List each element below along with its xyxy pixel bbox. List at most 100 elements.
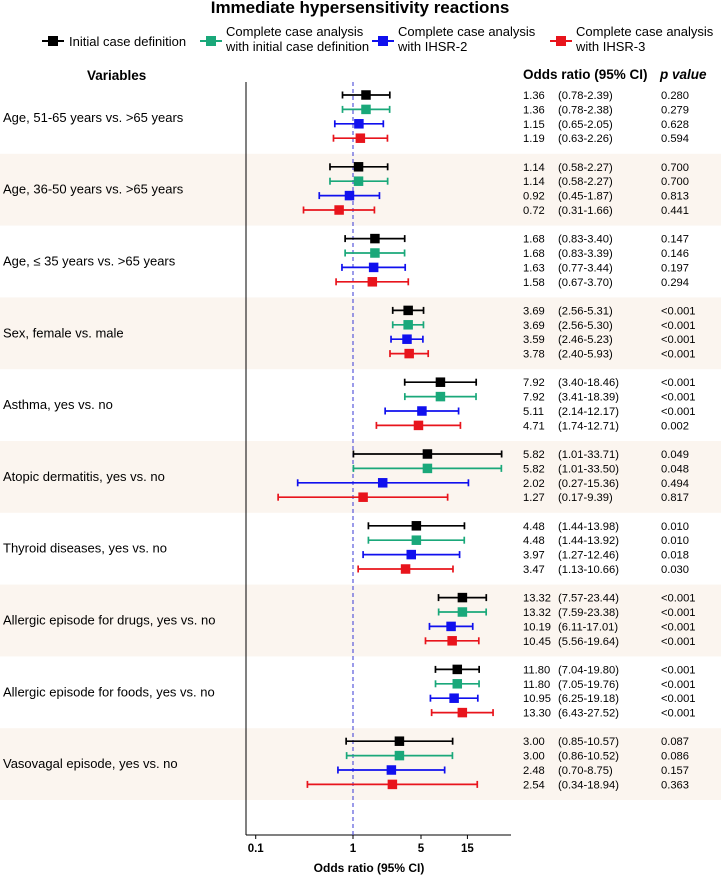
odds-ratio-value: 11.80 [523,679,550,691]
ci-value: (0.77-3.44) [558,262,613,274]
p-value: 0.157 [661,765,689,777]
legend-label: Complete case analysis with initial case … [225,24,369,54]
p-value: <0.001 [661,664,696,676]
ci-value: (0.85-10.57) [558,736,619,748]
variable-label: Sex, female vs. male [3,325,124,340]
p-value: 0.146 [661,248,689,260]
odds-ratio-value: 1.14 [523,162,545,174]
odds-ratio-value: 1.68 [523,234,545,246]
x-tick-label: 15 [461,843,474,855]
point-estimate [457,607,468,617]
forest-row: 5.11 (2.14-12.17) <0.001 [384,406,696,418]
forest-row: 3.78 (2.40-5.93) <0.001 [389,348,696,361]
legend-marker [556,36,566,46]
odds-ratio-value: 1.68 [523,248,545,260]
point-estimate [422,463,433,474]
p-value: <0.001 [661,593,696,605]
point-estimate [411,521,422,531]
ci-value: (1.01-33.50) [558,463,619,475]
point-estimate [358,492,368,502]
p-value: <0.001 [661,679,696,691]
ci-value: (3.40-18.46) [558,377,619,389]
p-value: 0.049 [661,449,689,461]
odds-ratio-value: 1.58 [523,277,545,289]
p-value: 0.048 [661,463,689,475]
forest-row: 1.15 (0.65-2.05) 0.628 [333,119,689,131]
forest-row: 1.58 (0.67-3.70) 0.294 [335,277,689,289]
p-value: 0.700 [661,176,689,188]
legend: Initial case definition Complete case ana… [42,24,714,54]
odds-ratio-value: 3.78 [523,349,545,361]
p-value: 0.147 [661,234,689,246]
p-value: 0.197 [661,262,689,274]
odds-ratio-value: 13.32 [523,607,551,619]
forest-row: 11.80 (7.04-19.80) <0.001 [434,664,696,676]
point-estimate [387,779,398,790]
forest-row: 1.19 (0.63-2.26) 0.594 [332,133,689,145]
forest-row: 7.92 (3.41-18.39) <0.001 [403,392,696,404]
point-estimate [452,679,463,689]
forest-row: 1.27 (0.17-9.39) 0.817 [277,492,689,504]
forest-row: 10.19 (6.11-17.01) <0.001 [428,621,696,633]
variable-label: Atopic dermatitis, yes vs. no [3,469,165,484]
variable-label: Age, 51-65 years vs. >65 years [3,110,184,125]
odds-ratio-value: 2.02 [523,478,545,490]
p-value: 0.441 [661,205,689,217]
legend-marker [378,36,388,46]
forest-rows: Age, 51-65 years vs. >65 years 1.36 (0.78-… [3,90,696,791]
odds-ratio-value: 4.48 [523,535,545,547]
ci-value: (7.59-23.38) [558,607,619,619]
odds-ratio-value: 0.72 [523,205,545,217]
legend-label: Initial case definition [69,34,186,49]
point-estimate [446,621,456,632]
legend-item: Complete case analysis with IHSR-3 [550,24,714,54]
row-band [0,297,721,370]
ci-value: (0.83-3.39) [558,248,613,260]
forest-row: 7.92 (3.40-18.46) <0.001 [403,377,696,389]
ci-value: (0.58-2.27) [558,162,613,174]
point-estimate [457,707,468,718]
odds-ratio-value: 3.59 [523,334,545,346]
point-estimate [422,449,433,459]
point-estimate [435,377,446,387]
p-value: 0.002 [661,420,689,432]
forest-row: 13.32 (7.57-23.44) <0.001 [437,592,696,605]
forest-row: 0.72 (0.31-1.66) 0.441 [302,205,689,217]
odds-ratio-value: 1.14 [523,176,545,188]
odds-ratio-value: 1.63 [523,262,545,274]
point-estimate [403,320,413,330]
row-band [0,728,721,800]
odds-ratio-value: 1.15 [523,119,545,131]
point-estimate [457,592,468,603]
p-value: 0.363 [661,779,689,791]
ci-value: (0.27-15.36) [558,478,619,490]
ci-value: (0.78-2.38) [558,104,613,116]
p-value: <0.001 [661,349,696,361]
variable-label: Vasovagal episode, yes vs. no [3,756,178,771]
variable-label: Allergic episode for drugs, yes vs. no [3,613,215,628]
x-tick-label: 5 [418,843,425,855]
p-value: 0.594 [661,133,689,145]
point-estimate [400,564,411,574]
p-value: 0.086 [661,751,689,763]
ci-value: (2.46-5.23) [558,334,613,346]
point-estimate [452,664,463,675]
forest-row: 13.30 (6.43-27.52) <0.001 [430,707,696,720]
forest-row: 3.69 (2.56-5.31) <0.001 [391,305,696,317]
ci-value: (0.83-3.40) [558,234,613,246]
point-estimate [370,233,380,244]
point-estimate [417,406,427,416]
point-estimate [402,334,412,344]
odds-ratio-value: 3.69 [523,320,545,332]
ci-value: (3.41-18.39) [558,392,619,404]
odds-ratio-value: 1.36 [523,104,545,116]
point-estimate [353,176,364,186]
forest-row: 2.02 (0.27-15.36) 0.494 [296,478,689,490]
forest-row: 5.82 (1.01-33.50) 0.048 [352,463,689,475]
p-value: 0.294 [661,277,689,289]
forest-row: 1.68 (0.83-3.40) 0.147 [344,233,689,246]
odds-ratio-value: 3.47 [523,564,545,576]
forest-row: 4.71 (1.74-12.71) 0.002 [375,420,689,432]
ci-value: (6.25-19.18) [558,693,619,705]
point-estimate [404,348,414,359]
